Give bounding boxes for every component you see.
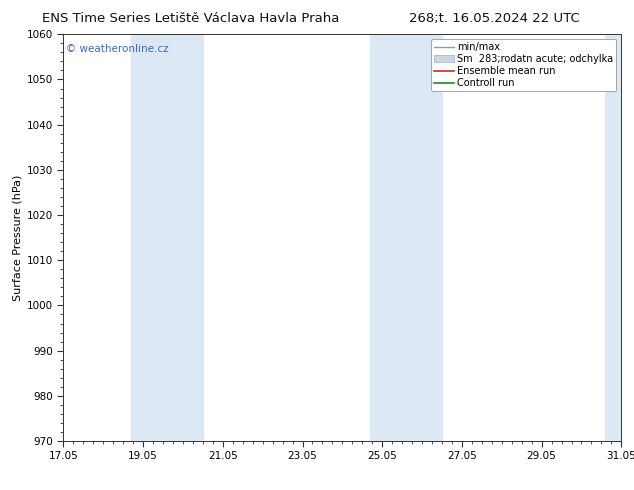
Text: ENS Time Series Letiště Václava Havla Praha: ENS Time Series Letiště Václava Havla Pr… bbox=[41, 12, 339, 25]
Bar bbox=[131, 34, 203, 441]
Text: © weatheronline.cz: © weatheronline.cz bbox=[66, 45, 169, 54]
Text: 268;t. 16.05.2024 22 UTC: 268;t. 16.05.2024 22 UTC bbox=[409, 12, 580, 25]
Bar bbox=[605, 34, 634, 441]
Bar bbox=[370, 34, 442, 441]
Y-axis label: Surface Pressure (hPa): Surface Pressure (hPa) bbox=[13, 174, 23, 301]
Legend: min/max, Sm  283;rodatn acute; odchylka, Ensemble mean run, Controll run: min/max, Sm 283;rodatn acute; odchylka, … bbox=[431, 39, 616, 91]
